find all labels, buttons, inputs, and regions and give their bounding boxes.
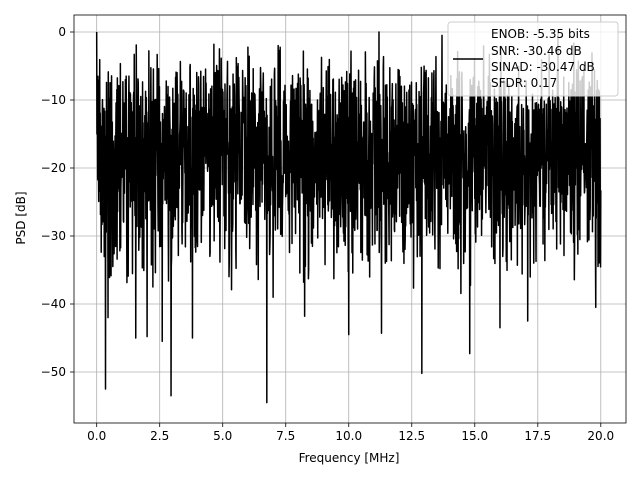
legend-enob: ENOB: -5.35 bits (491, 27, 590, 41)
psd-series-line (95, 31, 602, 404)
x-tick-label: 5.0 (213, 429, 232, 443)
x-tick-label: 15.0 (461, 429, 488, 443)
x-tick-label: 20.0 (587, 429, 614, 443)
plot-frame (73, 14, 627, 424)
y-tick-label: −10 (41, 93, 66, 107)
legend-sfdr: SFDR: 0.17 (491, 76, 557, 90)
x-axis-label: Frequency [MHz] (299, 451, 400, 465)
y-axis-label: PSD [dB] (14, 191, 28, 244)
y-tick-label: −30 (41, 229, 66, 243)
y-tick-label: −20 (41, 161, 66, 175)
y-tick-label: −50 (41, 365, 66, 379)
x-tick-label: 2.5 (150, 429, 169, 443)
x-tick-label: 12.5 (398, 429, 425, 443)
y-tick-label: 0 (58, 25, 66, 39)
legend: ENOB: -5.35 bits SNR: -30.46 dB SINAD: -… (447, 21, 619, 97)
plot-data (95, 31, 602, 404)
y-axis-ticks: 0 −10 −20 −30 −40 −50 (41, 25, 74, 379)
y-tick-label: −40 (41, 297, 66, 311)
legend-sinad: SINAD: -30.47 dB (491, 60, 595, 74)
legend-snr: SNR: -30.46 dB (491, 44, 582, 58)
x-tick-label: 7.5 (276, 429, 295, 443)
x-axis-ticks: 0.0 2.5 5.0 7.5 10.0 12.5 15.0 17.5 20.0 (87, 423, 614, 443)
x-tick-label: 17.5 (524, 429, 551, 443)
x-tick-label: 0.0 (87, 429, 106, 443)
x-tick-label: 10.0 (335, 429, 362, 443)
legend-box (447, 21, 619, 97)
